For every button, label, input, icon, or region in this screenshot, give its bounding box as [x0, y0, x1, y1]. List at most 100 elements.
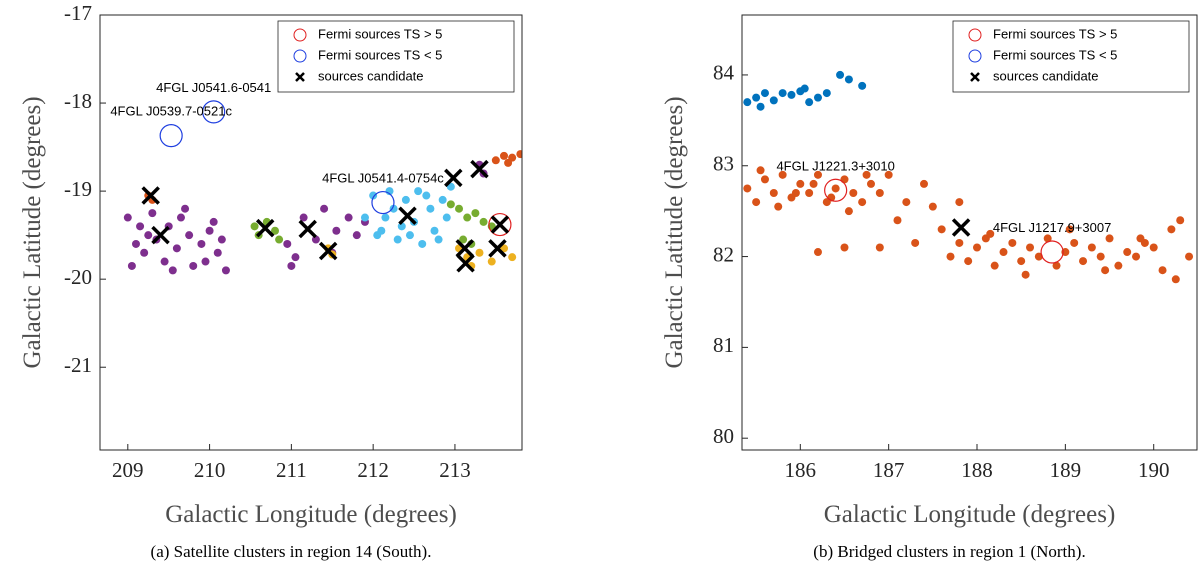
data-point	[287, 261, 296, 270]
x-tick-label: 210	[194, 458, 226, 482]
data-point	[1176, 216, 1185, 225]
axes-frame	[99, 14, 523, 451]
plot	[123, 100, 522, 275]
data-point	[743, 98, 752, 107]
data-point	[1171, 275, 1180, 284]
data-point	[1096, 252, 1105, 261]
data-point	[181, 204, 190, 213]
source-label: 4FGL J0541.6-0541	[156, 80, 271, 95]
data-point	[866, 179, 875, 188]
data-point	[778, 89, 787, 98]
data-point	[1105, 234, 1114, 243]
legend: Fermi sources TS > 5 Fermi sources TS < 5…	[277, 20, 515, 93]
legend-box	[277, 20, 515, 93]
y-tick-label: -21	[64, 353, 92, 377]
data-point	[840, 175, 849, 184]
data-point	[377, 226, 386, 235]
fermi-source	[488, 212, 512, 237]
fermi-source	[824, 178, 848, 202]
data-point	[1052, 261, 1061, 270]
data-point	[946, 252, 955, 261]
data-point	[491, 156, 500, 165]
candidate-marker	[141, 186, 160, 205]
data-point	[791, 188, 800, 197]
data-point	[500, 151, 509, 160]
data-point	[508, 253, 517, 262]
data-point	[1114, 261, 1123, 270]
source-label: 4FGL J1221.3+3010	[776, 158, 894, 173]
data-point	[389, 204, 398, 213]
legend-marker	[968, 49, 982, 63]
data-point	[752, 93, 761, 102]
data-point	[516, 150, 522, 159]
legend-label: sources candidate	[318, 68, 424, 83]
candidate-marker	[444, 168, 463, 188]
data-point	[1070, 238, 1079, 247]
data-point	[778, 170, 787, 179]
data-point	[858, 198, 867, 207]
source-label: 4FGL J0539.7-0521c	[110, 104, 232, 119]
data-point	[836, 70, 845, 79]
data-point	[1158, 266, 1167, 275]
data-point	[964, 257, 973, 266]
legend-marker	[295, 72, 305, 82]
data-point	[840, 243, 849, 252]
source-label: 4FGL J0541.4-0754c	[322, 171, 444, 186]
data-point	[172, 244, 181, 253]
data-point	[800, 84, 809, 93]
x-tick-label: 189	[1050, 458, 1082, 482]
data-point	[787, 90, 796, 99]
candidate-marker	[470, 159, 489, 179]
candidate-marker	[398, 206, 417, 226]
data-point	[756, 102, 765, 111]
data-point	[123, 213, 132, 222]
candidate-marker	[951, 218, 971, 237]
data-point	[1026, 243, 1035, 252]
data-point	[283, 239, 292, 248]
legend-marker	[970, 72, 980, 82]
data-point	[743, 184, 752, 193]
data-point	[369, 191, 378, 200]
data-point	[185, 231, 194, 240]
data-point	[875, 243, 884, 252]
subplot: 4FGL J1221.3+3010 4FGL J1217.9+3007 186 187…	[661, 14, 1198, 561]
data-point	[381, 213, 390, 222]
data-point	[902, 198, 911, 207]
legend-label: Fermi sources TS < 5	[993, 47, 1117, 62]
data-point	[928, 202, 937, 211]
subplot: 4FGL J0539.7-0521c 4FGL J0541.6-0541 4FGL …	[19, 1, 523, 561]
data-point	[271, 226, 280, 235]
data-point	[320, 204, 329, 213]
fermi-source	[371, 190, 395, 215]
data-point	[875, 188, 884, 197]
data-point	[414, 187, 423, 196]
data-point	[360, 213, 369, 222]
data-point	[438, 195, 447, 204]
data-point	[479, 217, 488, 226]
data-point	[805, 98, 814, 107]
data-point	[920, 179, 928, 188]
data-point	[1167, 225, 1176, 234]
legend-label: Fermi sources TS > 5	[318, 26, 442, 41]
y-tick-label: -18	[64, 89, 92, 113]
fermi-source	[159, 124, 183, 148]
data-point	[955, 238, 964, 247]
data-point	[844, 75, 853, 84]
data-point	[805, 188, 814, 197]
data-point	[756, 166, 765, 175]
data-point	[1043, 234, 1052, 243]
data-point	[760, 175, 769, 184]
legend-marker	[293, 28, 307, 42]
legend-marker	[293, 49, 307, 63]
data-point	[136, 222, 145, 231]
legend: Fermi sources TS > 5 Fermi sources TS < 5…	[952, 20, 1190, 93]
data-point	[393, 235, 402, 244]
data-point	[487, 257, 496, 266]
data-point	[418, 239, 427, 248]
data-point	[148, 209, 157, 218]
data-point	[201, 257, 210, 266]
data-point	[1065, 225, 1074, 234]
data-point	[849, 188, 858, 197]
y-tick-label: -17	[64, 1, 92, 25]
